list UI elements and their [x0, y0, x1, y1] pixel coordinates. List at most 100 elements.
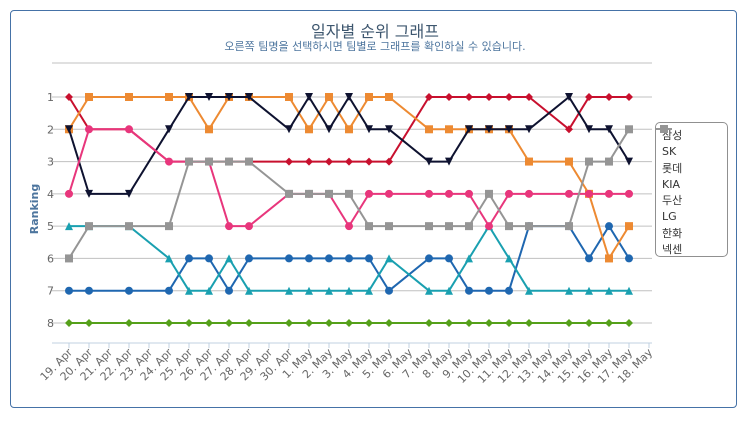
- data-point: [585, 189, 593, 198]
- data-point: [445, 157, 453, 166]
- y-tick-label: 5: [47, 220, 54, 233]
- data-point: [625, 222, 633, 231]
- data-point: [305, 286, 313, 295]
- data-point: [225, 93, 233, 101]
- data-point: [585, 125, 593, 134]
- data-point: [285, 125, 293, 134]
- data-point: [625, 93, 633, 101]
- data-point: [325, 286, 333, 295]
- data-point: [585, 157, 593, 166]
- data-point: [385, 93, 393, 101]
- data-point: [205, 254, 213, 263]
- data-point: [385, 254, 393, 263]
- data-point: [65, 189, 73, 198]
- data-point: [525, 319, 533, 327]
- data-point: [305, 125, 313, 134]
- data-point: [465, 125, 473, 134]
- data-point: [425, 189, 433, 198]
- chart-title: 일자별 순위 그래프: [311, 22, 439, 41]
- y-tick-label: 2: [47, 123, 54, 136]
- data-point: [525, 157, 533, 166]
- data-point: [525, 125, 533, 134]
- data-point: [305, 189, 313, 198]
- data-point: [565, 222, 573, 231]
- data-point: [345, 93, 353, 101]
- data-point: [225, 319, 233, 327]
- data-point: [425, 286, 433, 295]
- data-point: [605, 286, 613, 295]
- data-point: [465, 319, 473, 327]
- data-point: [465, 254, 473, 263]
- data-point: [505, 286, 513, 295]
- y-tick-label: 6: [47, 252, 54, 265]
- data-point: [65, 254, 73, 263]
- data-point: [205, 93, 213, 101]
- legend-item[interactable]: 롯데: [656, 125, 727, 176]
- data-point: [565, 319, 573, 327]
- data-point: [605, 189, 613, 198]
- data-point: [445, 286, 453, 295]
- data-point: [365, 189, 373, 198]
- data-point: [485, 189, 493, 198]
- data-point: [165, 125, 173, 134]
- data-point: [305, 254, 313, 263]
- data-point: [85, 189, 93, 198]
- y-axis-label: Ranking: [28, 184, 41, 235]
- legend-label: 두산: [662, 194, 683, 208]
- legend-item[interactable]: 두산: [656, 125, 727, 208]
- data-point: [345, 286, 353, 295]
- data-point: [365, 93, 373, 101]
- data-point: [505, 189, 513, 198]
- data-point: [605, 222, 613, 231]
- data-point: [325, 254, 333, 263]
- data-point: [565, 157, 573, 166]
- y-tick-label: 3: [47, 156, 54, 169]
- data-point: [485, 319, 493, 327]
- data-point: [625, 189, 633, 198]
- y-tick-label: 4: [47, 188, 54, 201]
- data-point: [605, 319, 613, 327]
- data-point: [385, 157, 393, 166]
- data-point: [485, 125, 493, 134]
- data-point: [285, 157, 293, 166]
- data-point: [525, 93, 533, 101]
- data-point: [85, 319, 93, 327]
- data-point: [585, 286, 593, 295]
- data-point: [385, 286, 393, 295]
- data-point: [65, 286, 73, 295]
- data-point: [425, 222, 433, 231]
- y-tick-label: 1: [47, 91, 54, 104]
- data-point: [365, 319, 373, 327]
- legend-item[interactable]: KIA: [656, 125, 727, 192]
- series-line-3: [69, 224, 629, 292]
- data-point: [365, 157, 373, 166]
- data-point: [445, 93, 453, 101]
- data-point: [605, 125, 613, 134]
- data-point: [565, 286, 573, 295]
- data-point: [165, 319, 173, 327]
- data-point: [425, 254, 433, 263]
- data-point: [205, 125, 213, 134]
- legend: 삼성 SK 롯데 KIA 두산 LG 한화 넥센: [655, 122, 728, 257]
- chart-frame: [10, 10, 737, 408]
- data-point: [585, 319, 593, 327]
- data-point: [625, 319, 633, 327]
- data-point: [125, 189, 133, 198]
- legend-item[interactable]: LG: [656, 125, 727, 224]
- data-point: [325, 189, 333, 198]
- data-point: [285, 286, 293, 295]
- legend-symbol: [656, 125, 672, 133]
- data-point: [325, 125, 333, 134]
- data-point: [285, 319, 293, 327]
- data-point: [185, 93, 193, 101]
- data-point: [185, 254, 193, 263]
- chart-subtitle: 오른쪽 팀명을 선택하시면 팀별로 그래프를 확인하실 수 있습니다.: [224, 40, 526, 53]
- legend-item[interactable]: SK: [656, 125, 727, 159]
- legend-item[interactable]: 넥센: [656, 125, 727, 257]
- data-point: [345, 319, 353, 327]
- data-point: [125, 286, 133, 295]
- data-point: [445, 125, 453, 134]
- data-point: [445, 189, 453, 198]
- legend-item[interactable]: 한화: [656, 125, 727, 241]
